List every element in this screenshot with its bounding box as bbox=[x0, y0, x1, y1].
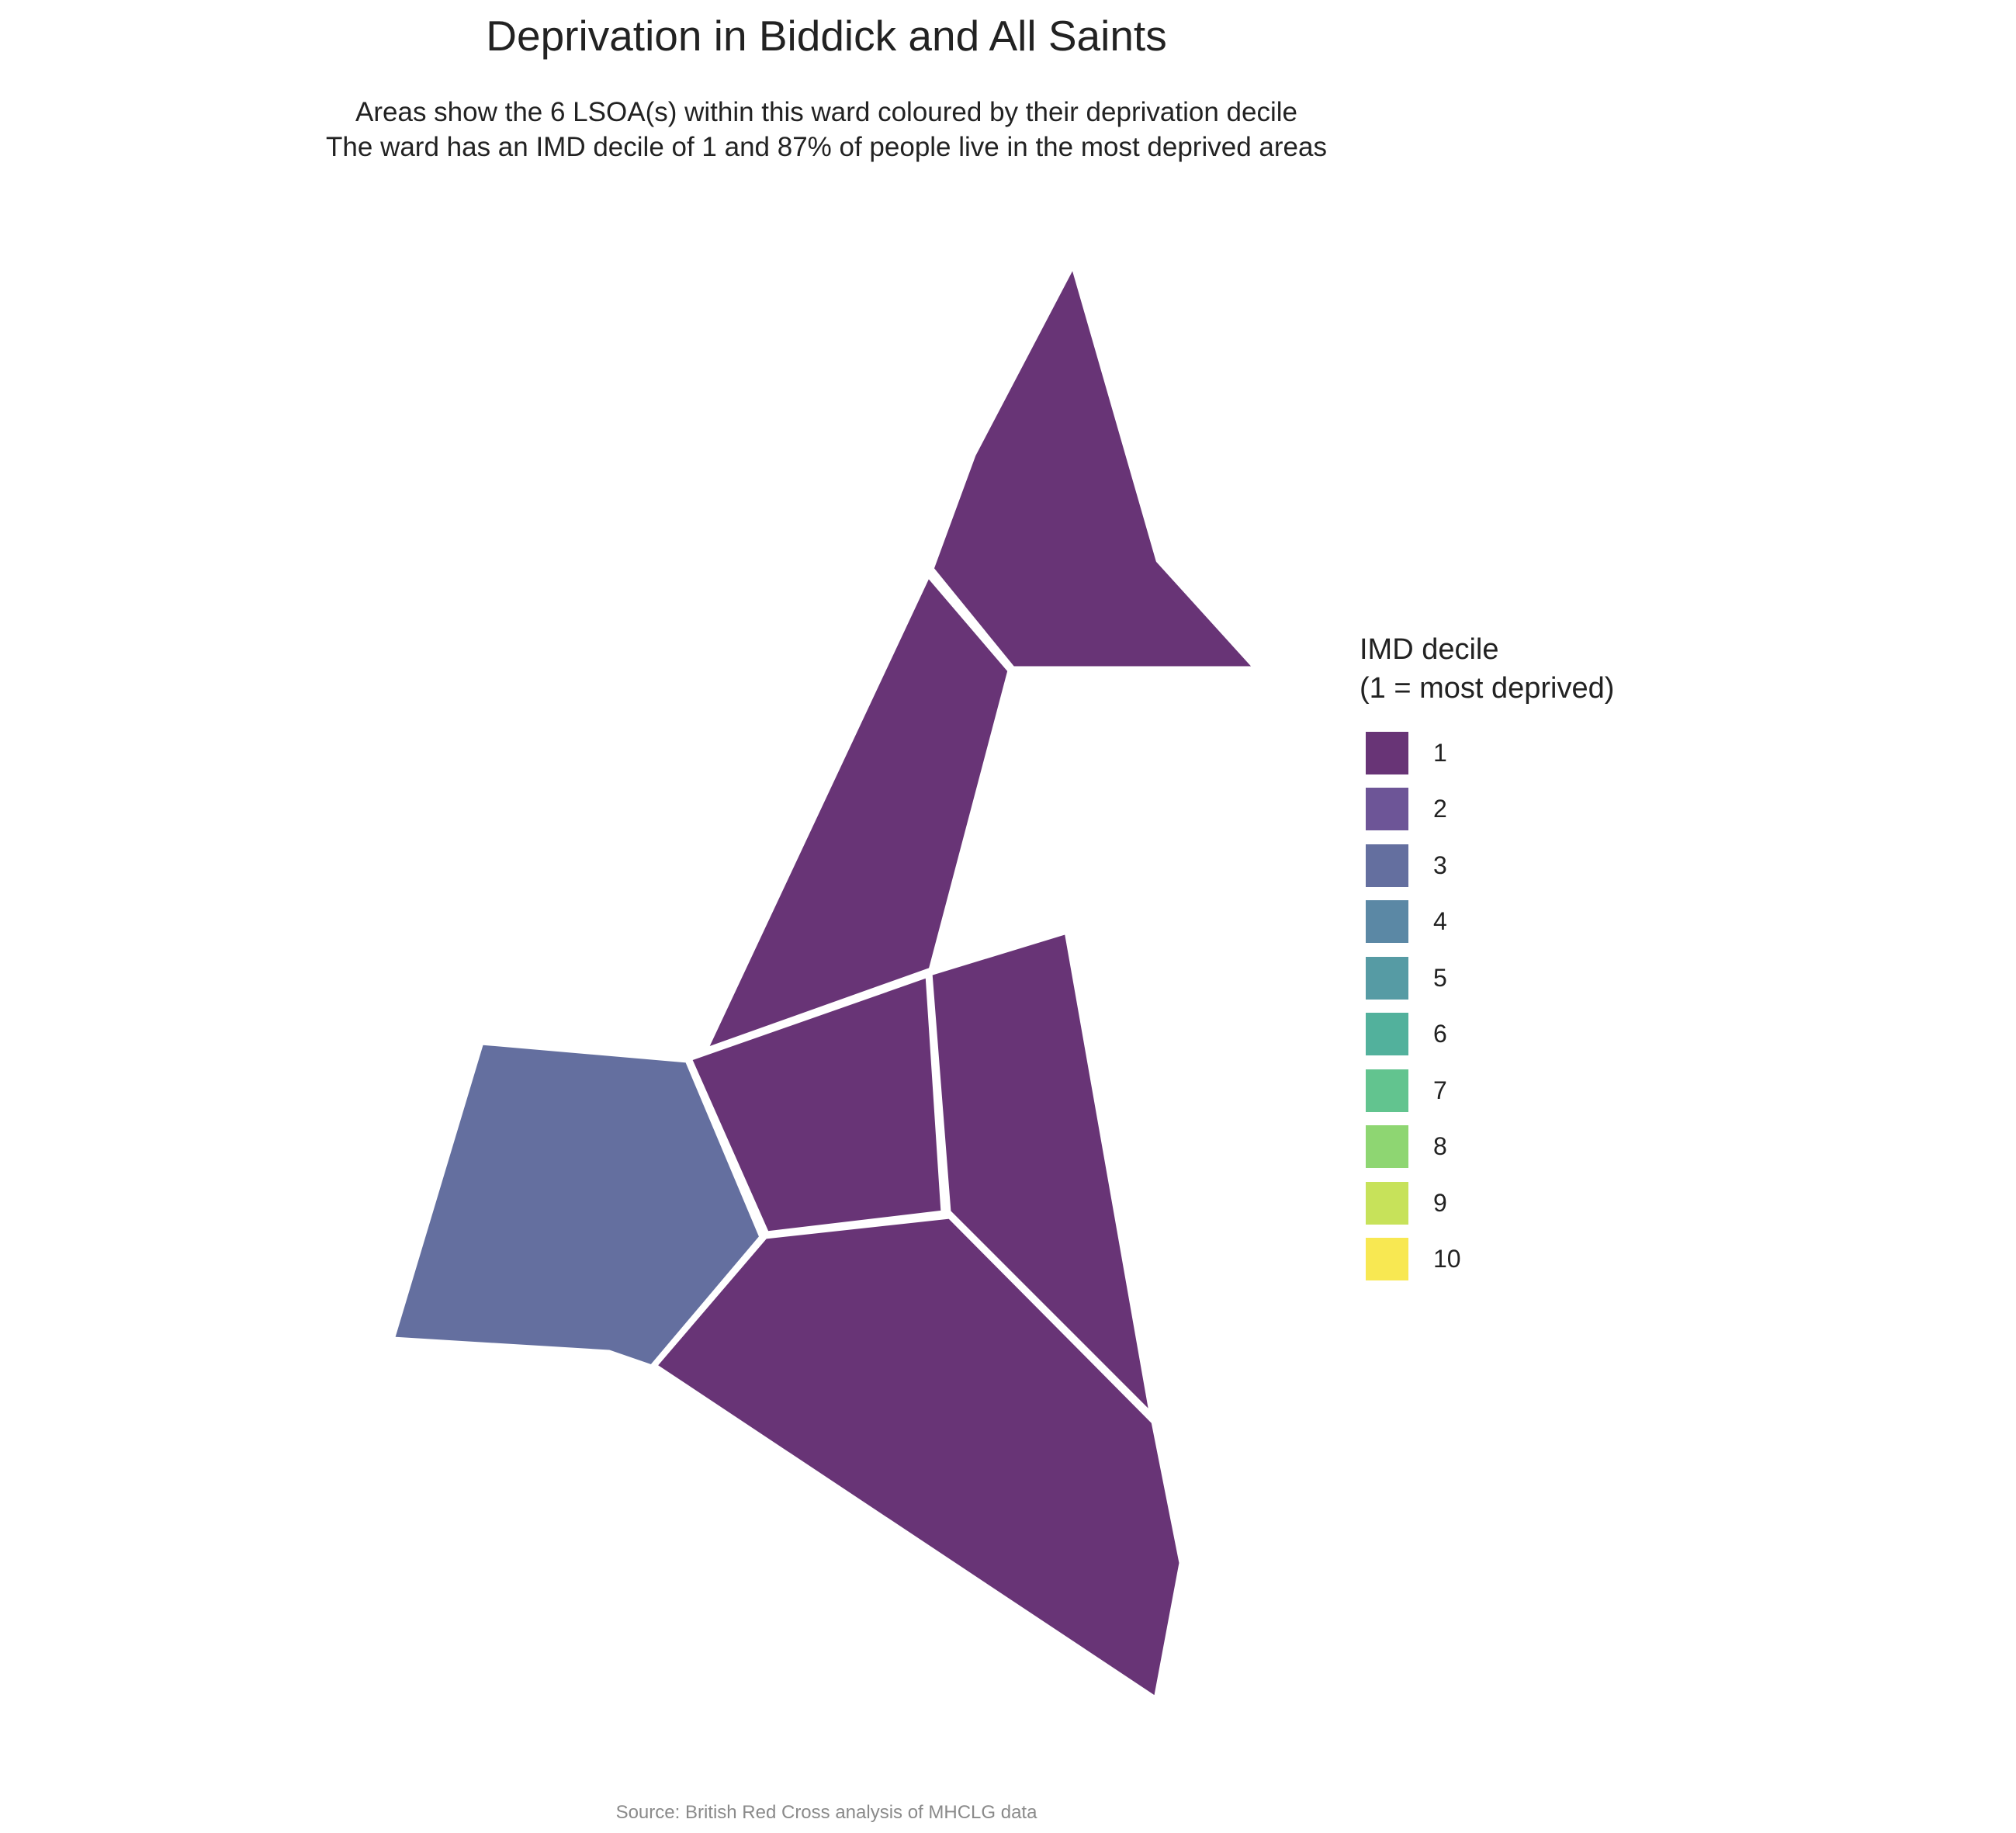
map-subtitle-line-1: Areas show the 6 LSOA(s) within this war… bbox=[355, 97, 1297, 127]
legend-item-8: 8 bbox=[1360, 1119, 1614, 1176]
legend-title-line-1: IMD decile bbox=[1360, 633, 1499, 666]
legend-label: 7 bbox=[1433, 1076, 1447, 1104]
lsoa-centre[interactable] bbox=[686, 972, 947, 1237]
legend-label: 10 bbox=[1433, 1245, 1461, 1273]
legend-swatch bbox=[1366, 1013, 1408, 1056]
legend-swatch bbox=[1366, 1125, 1408, 1169]
legend-label: 6 bbox=[1433, 1020, 1447, 1048]
legend-title-line-2: (1 = most deprived) bbox=[1360, 672, 1615, 705]
legend-item-5: 5 bbox=[1360, 950, 1614, 1007]
legend-item-7: 7 bbox=[1360, 1062, 1614, 1119]
legend-swatch bbox=[1366, 788, 1408, 831]
legend-label: 9 bbox=[1433, 1188, 1447, 1217]
legend-label: 1 bbox=[1433, 738, 1447, 767]
lsoa-north-tip[interactable] bbox=[928, 261, 1260, 672]
legend-label: 8 bbox=[1433, 1132, 1447, 1161]
legend-label: 3 bbox=[1433, 851, 1447, 879]
map-subtitle-line-2: The ward has an IMD decile of 1 and 87% … bbox=[326, 132, 1327, 162]
source-caption: Source: British Red Cross analysis of MH… bbox=[615, 1802, 1037, 1823]
legend-label: 5 bbox=[1433, 963, 1447, 992]
legend-swatch bbox=[1366, 1181, 1408, 1225]
legend-swatch bbox=[1366, 900, 1408, 944]
legend-item-4: 4 bbox=[1360, 894, 1614, 951]
legend-swatch bbox=[1366, 731, 1408, 774]
legend-item-2: 2 bbox=[1360, 781, 1614, 838]
legend-label: 2 bbox=[1433, 795, 1447, 823]
legend-swatch bbox=[1366, 1069, 1408, 1112]
legend-item-10: 10 bbox=[1360, 1232, 1614, 1288]
legend-item-6: 6 bbox=[1360, 1007, 1614, 1063]
legend-item-3: 3 bbox=[1360, 837, 1614, 894]
legend: IMD decile (1 = most deprived) 1 2 3 4 5… bbox=[1360, 630, 1614, 1287]
lsoa-east[interactable] bbox=[927, 928, 1155, 1419]
legend-swatch bbox=[1366, 844, 1408, 887]
legend-swatch bbox=[1366, 956, 1408, 1000]
legend-items: 1 2 3 4 5 6 7 8 bbox=[1360, 725, 1614, 1287]
lsoa-west[interactable] bbox=[389, 1039, 765, 1370]
legend-swatch bbox=[1366, 1238, 1408, 1281]
map-title: Deprivation in Biddick and All Saints bbox=[486, 12, 1167, 60]
legend-item-1: 1 bbox=[1360, 725, 1614, 781]
legend-item-9: 9 bbox=[1360, 1175, 1614, 1232]
legend-label: 4 bbox=[1433, 907, 1447, 936]
